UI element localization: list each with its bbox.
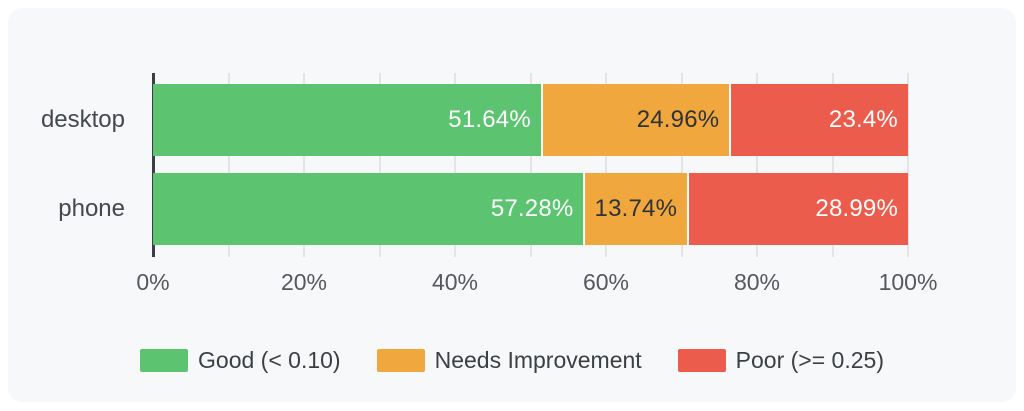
bar-segment-good-phone[interactable]: 57.28% [153,173,586,245]
bar-value-label: 57.28% [490,195,574,222]
gridline [454,73,456,257]
bar-segment-needs-improvement-phone[interactable]: 13.74% [585,173,690,245]
bar-value-label: 13.74% [594,195,678,222]
plot-area: 51.64% 24.96% 23.4% 57.28% 13.74% 28.99% desk… [41,73,937,295]
gridline [907,73,909,257]
legend-item-needs-improvement[interactable]: Needs Improvement [376,346,642,374]
gridline [303,73,305,257]
bar-segment-needs-improvement-desktop[interactable]: 24.96% [542,84,732,156]
x-tick-label: 20% [280,269,328,295]
legend-swatch [677,348,726,372]
y-axis-line [152,73,155,257]
bar-segment-poor-desktop[interactable]: 23.4% [731,84,908,156]
legend-swatch [376,348,425,372]
gridline [378,73,381,257]
legend: Good (< 0.10) Needs Improvement Poor (>= 0… [8,346,1016,374]
bar-segment-good-desktop[interactable]: 51.64% [153,84,543,156]
legend-label: Good (< 0.10) [198,346,341,373]
category-label-phone: phone [58,195,125,222]
legend-item-good[interactable]: Good (< 0.10) [140,347,341,374]
bar-value-label: 28.99% [815,195,898,222]
category-label-desktop: desktop [40,106,125,133]
gridline [680,73,683,257]
bar-row-desktop: 51.64% 24.96% 23.4% [153,84,908,156]
chart-card: 51.64% 24.96% 23.4% 57.28% 13.74% 28.99% desk… [8,8,1016,402]
x-tick-label: 100% [878,269,938,295]
bar-value-label: 24.96% [636,106,720,133]
gridline [529,73,532,257]
gridline [227,73,230,257]
gridline [756,73,758,257]
legend-label: Poor (>= 0.25) [735,346,884,373]
gridline [831,73,834,257]
gridline [605,73,607,257]
bar-value-label: 23.4% [828,106,898,133]
x-tick-label: 60% [582,269,630,295]
bar-row-phone: 57.28% 13.74% 28.99% [153,173,908,245]
x-tick-label: 80% [733,269,781,295]
x-tick-label: 40% [431,269,479,295]
bar-value-label: 51.64% [448,106,531,133]
legend-item-poor[interactable]: Poor (>= 0.25) [677,346,884,374]
legend-swatch [140,348,189,372]
legend-label: Needs Improvement [434,346,642,373]
bar-segment-poor-phone[interactable]: 28.99% [689,173,908,245]
x-tick-label: 0% [136,269,170,295]
